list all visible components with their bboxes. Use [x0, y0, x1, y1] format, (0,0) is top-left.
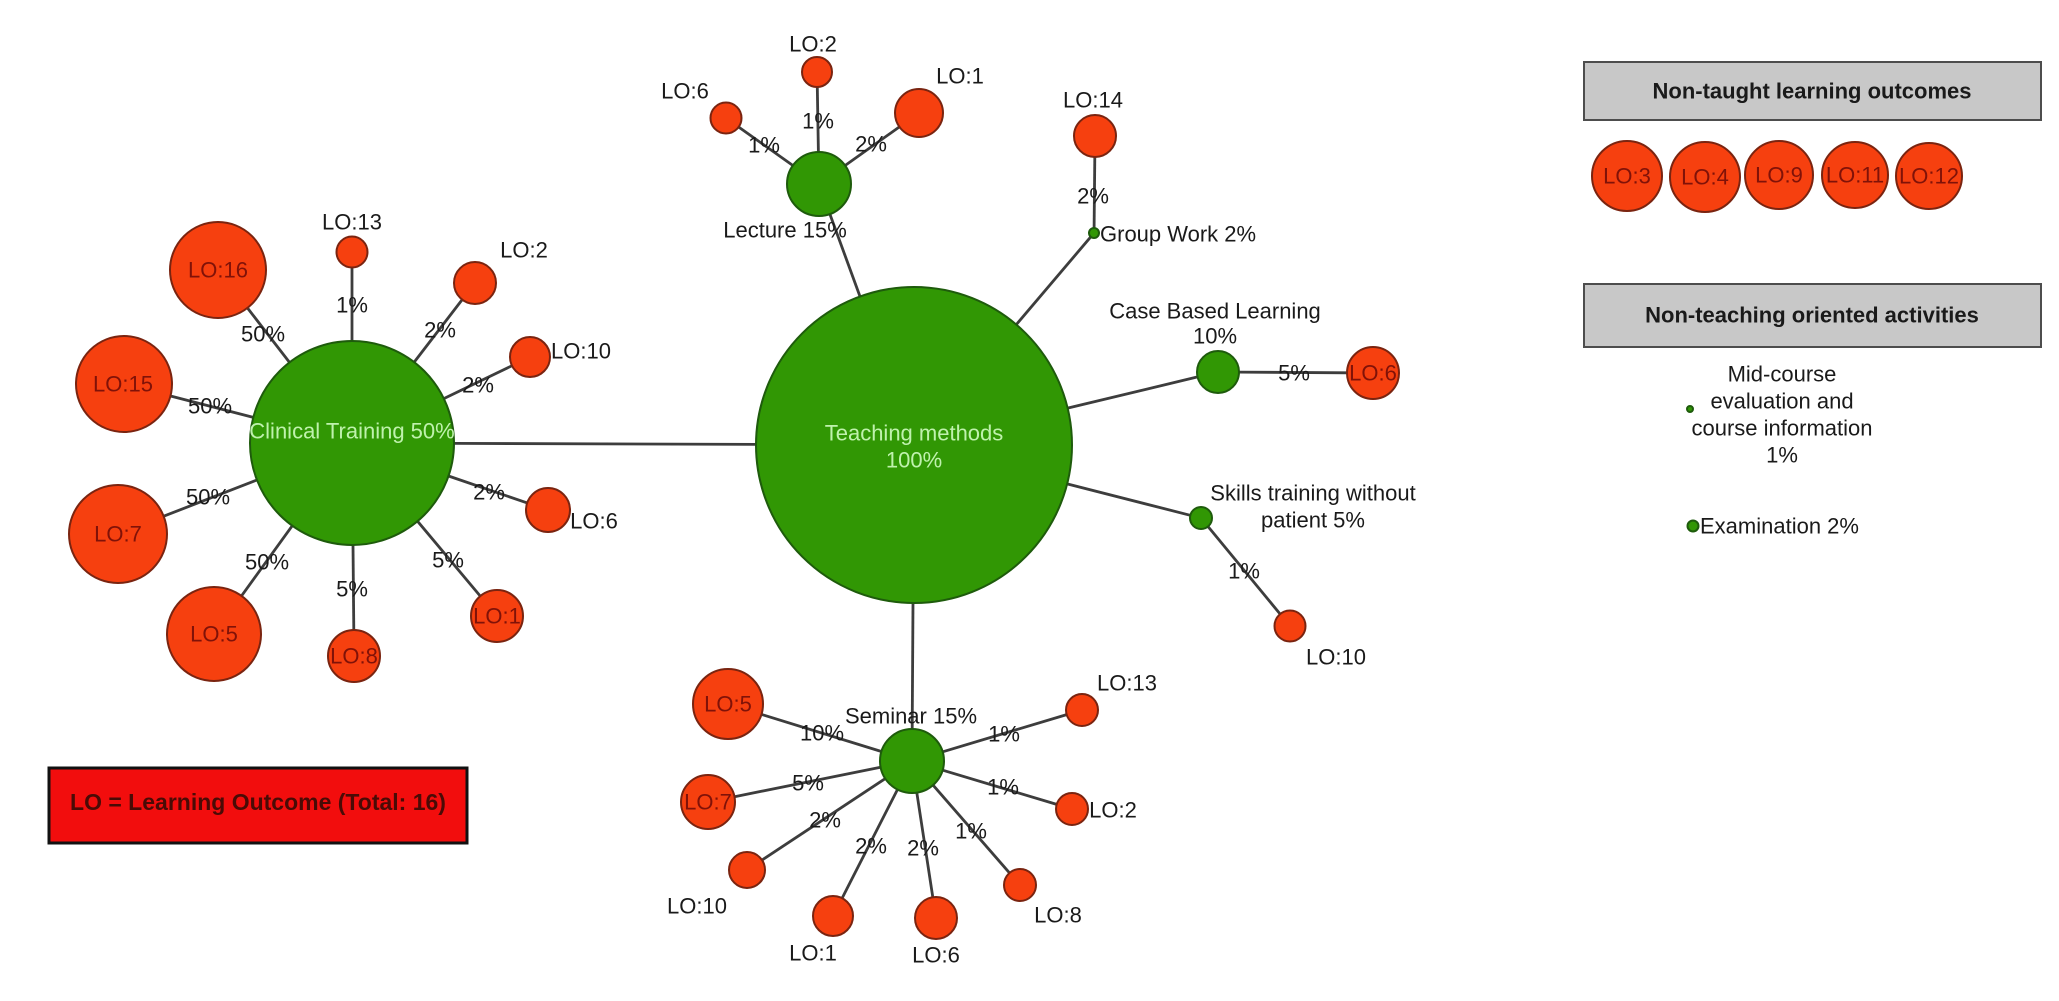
svg-text:Mid-course: Mid-course — [1728, 362, 1837, 387]
svg-text:5%: 5% — [1278, 361, 1310, 386]
svg-text:evaluation and: evaluation and — [1710, 389, 1853, 414]
svg-text:LO:13: LO:13 — [322, 210, 382, 235]
svg-text:LO:6: LO:6 — [912, 943, 960, 968]
svg-text:Clinical Training 50%: Clinical Training 50% — [249, 419, 454, 444]
svg-text:Examination 2%: Examination 2% — [1700, 514, 1859, 539]
svg-text:5%: 5% — [432, 548, 464, 573]
svg-text:LO:9: LO:9 — [1755, 163, 1803, 188]
svg-text:LO:8: LO:8 — [1034, 903, 1082, 928]
svg-text:LO:15: LO:15 — [93, 372, 153, 397]
svg-text:LO:5: LO:5 — [704, 692, 752, 717]
svg-text:LO:4: LO:4 — [1681, 165, 1729, 190]
svg-text:LO:16: LO:16 — [188, 258, 248, 283]
svg-text:LO:10: LO:10 — [551, 339, 611, 364]
svg-text:100%: 100% — [886, 448, 942, 473]
svg-text:LO:6: LO:6 — [570, 509, 618, 534]
svg-text:LO:10: LO:10 — [1306, 645, 1366, 670]
svg-text:Teaching methods: Teaching methods — [825, 421, 1004, 446]
svg-text:LO:1: LO:1 — [473, 604, 521, 629]
svg-text:LO:6: LO:6 — [661, 79, 709, 104]
svg-text:LO:6: LO:6 — [1349, 361, 1397, 386]
svg-text:LO:11: LO:11 — [1826, 163, 1884, 188]
svg-text:LO = Learning Outcome (Total:: LO = Learning Outcome (Total: 16) — [70, 789, 446, 815]
svg-text:LO:3: LO:3 — [1603, 164, 1651, 189]
svg-text:50%: 50% — [241, 322, 285, 347]
svg-text:1%: 1% — [988, 722, 1020, 747]
svg-text:1%: 1% — [987, 775, 1019, 800]
svg-text:2%: 2% — [1077, 184, 1109, 209]
svg-text:50%: 50% — [188, 394, 232, 419]
svg-text:LO:8: LO:8 — [330, 644, 378, 669]
svg-text:Lecture 15%: Lecture 15% — [723, 218, 847, 243]
svg-text:5%: 5% — [792, 771, 824, 796]
svg-text:Non-taught learning outcomes: Non-taught learning outcomes — [1653, 79, 1972, 104]
svg-text:LO:13: LO:13 — [1097, 671, 1157, 696]
svg-text:1%: 1% — [748, 133, 780, 158]
svg-text:1%: 1% — [802, 109, 834, 134]
svg-text:LO:5: LO:5 — [190, 622, 238, 647]
svg-text:Skills training without: Skills training without — [1210, 481, 1415, 506]
svg-text:LO:1: LO:1 — [936, 64, 984, 89]
svg-text:1%: 1% — [1766, 443, 1798, 468]
svg-text:LO:10: LO:10 — [667, 894, 727, 919]
svg-text:LO:14: LO:14 — [1063, 88, 1123, 113]
svg-text:2%: 2% — [462, 373, 494, 398]
svg-text:2%: 2% — [809, 808, 841, 833]
svg-text:2%: 2% — [424, 318, 456, 343]
svg-text:1%: 1% — [955, 819, 987, 844]
svg-text:Seminar 15%: Seminar 15% — [845, 704, 977, 729]
svg-text:LO:1: LO:1 — [789, 941, 837, 966]
svg-text:LO:7: LO:7 — [94, 522, 142, 547]
svg-text:1%: 1% — [336, 293, 368, 318]
svg-text:Group Work 2%: Group Work 2% — [1100, 222, 1256, 247]
svg-text:Case Based Learning: Case Based Learning — [1109, 299, 1321, 324]
svg-text:2%: 2% — [907, 836, 939, 861]
svg-text:LO:7: LO:7 — [684, 790, 732, 815]
svg-text:LO:12: LO:12 — [1899, 164, 1959, 189]
svg-text:10%: 10% — [800, 721, 844, 746]
svg-text:course information: course information — [1692, 416, 1873, 441]
svg-text:2%: 2% — [855, 834, 887, 859]
svg-text:10%: 10% — [1193, 324, 1237, 349]
svg-text:50%: 50% — [245, 550, 289, 575]
svg-text:LO:2: LO:2 — [789, 32, 837, 57]
svg-text:2%: 2% — [473, 480, 505, 505]
svg-text:patient 5%: patient 5% — [1261, 508, 1365, 533]
svg-text:50%: 50% — [186, 485, 230, 510]
svg-text:1%: 1% — [1228, 559, 1260, 584]
svg-text:2%: 2% — [855, 132, 887, 157]
svg-text:LO:2: LO:2 — [1089, 798, 1137, 823]
svg-text:5%: 5% — [336, 577, 368, 602]
svg-text:LO:2: LO:2 — [500, 238, 548, 263]
svg-text:Non-teaching oriented activiti: Non-teaching oriented activities — [1645, 303, 1979, 328]
